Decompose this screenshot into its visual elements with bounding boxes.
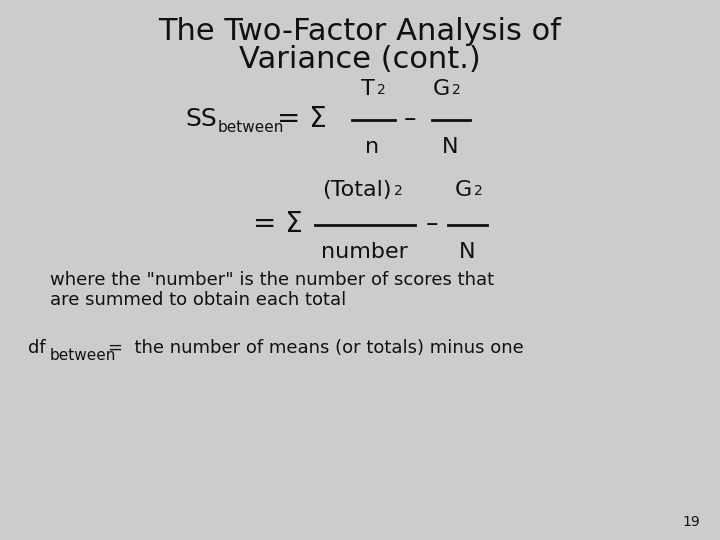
Text: n: n: [365, 137, 379, 157]
Text: Variance (cont.): Variance (cont.): [239, 45, 481, 75]
Text: = Σ: = Σ: [277, 105, 327, 133]
Text: number: number: [320, 242, 408, 262]
Text: are summed to obtain each total: are summed to obtain each total: [50, 291, 346, 309]
Text: 2: 2: [394, 184, 402, 198]
Text: df: df: [28, 339, 45, 357]
Text: =  the number of means (or totals) minus one: = the number of means (or totals) minus …: [108, 339, 523, 357]
Text: = Σ: = Σ: [253, 210, 302, 238]
Text: (Total): (Total): [323, 180, 392, 200]
Text: SS: SS: [185, 107, 217, 131]
Text: where the "number" is the number of scores that: where the "number" is the number of scor…: [50, 271, 494, 289]
Text: T: T: [361, 79, 375, 99]
Text: 2: 2: [377, 83, 386, 97]
Text: –: –: [404, 107, 416, 131]
Text: between: between: [50, 348, 117, 363]
Text: G: G: [433, 79, 450, 99]
Text: G: G: [455, 180, 472, 200]
Text: 19: 19: [683, 515, 700, 529]
Text: The Two-Factor Analysis of: The Two-Factor Analysis of: [158, 17, 562, 46]
Text: N: N: [442, 137, 458, 157]
Text: 2: 2: [474, 184, 482, 198]
Text: between: between: [218, 119, 284, 134]
Text: –: –: [426, 212, 438, 236]
Text: N: N: [459, 242, 475, 262]
Text: 2: 2: [452, 83, 461, 97]
